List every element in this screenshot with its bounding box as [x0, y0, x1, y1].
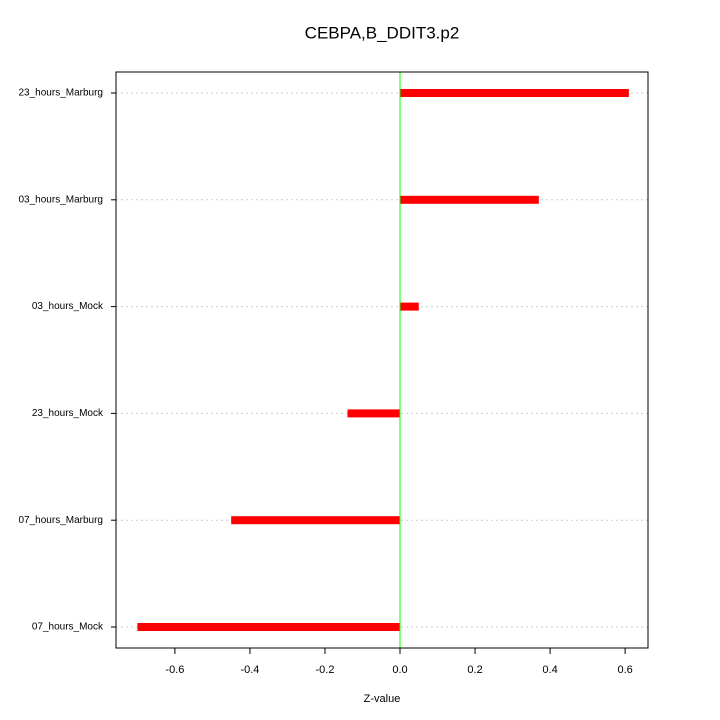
x-axis-label: Z-value — [364, 693, 401, 705]
y-tick-label: 23_hours_Marburg — [19, 88, 104, 99]
x-tick-label: 0.0 — [392, 664, 407, 676]
bar — [400, 302, 419, 311]
y-tick-label: 23_hours_Mock — [32, 408, 104, 419]
y-tick-label: 07_hours_Mock — [32, 622, 104, 633]
bar — [231, 516, 401, 525]
x-tick-label: -0.4 — [240, 664, 259, 676]
chart-title: CEBPA,B_DDIT3.p2 — [305, 23, 460, 42]
y-tick-label: 07_hours_Marburg — [19, 515, 104, 526]
bar — [137, 623, 401, 631]
y-tick-label: 03_hours_Marburg — [19, 194, 104, 205]
x-tick-label: 0.4 — [542, 664, 557, 676]
bar — [347, 409, 401, 418]
bar — [400, 89, 629, 97]
x-tick-label: 0.2 — [467, 664, 482, 676]
x-tick-label: 0.6 — [617, 664, 632, 676]
x-tick-label: -0.2 — [315, 664, 334, 676]
plot-frame — [115, 71, 649, 649]
bar — [400, 195, 539, 204]
y-tick-label: 03_hours_Mock — [32, 301, 104, 312]
x-tick-label: -0.6 — [165, 664, 184, 676]
